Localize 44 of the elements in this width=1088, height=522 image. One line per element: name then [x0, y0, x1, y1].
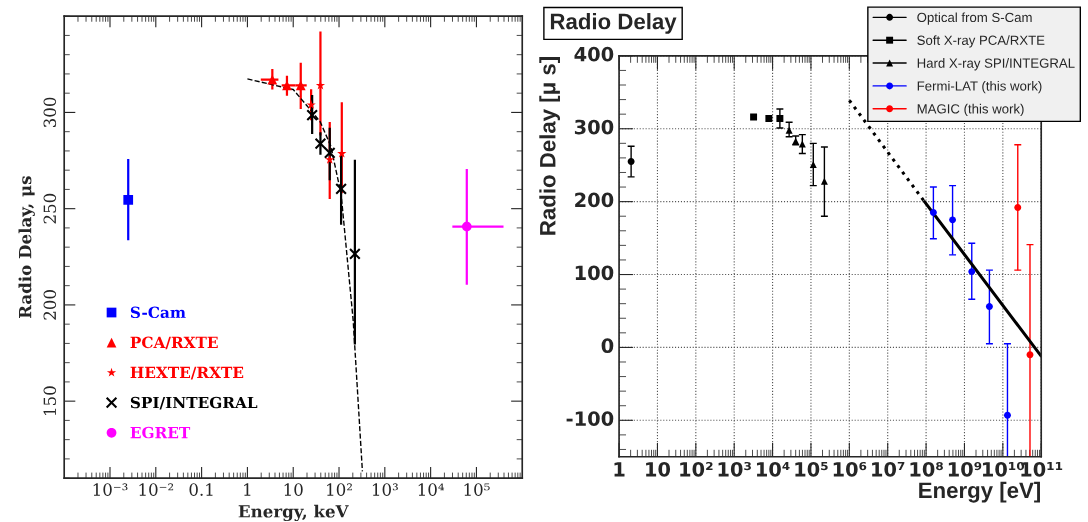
legend-label: Soft X-ray PCA/RXTE [917, 35, 1045, 48]
legend-label: S-Cam [130, 306, 186, 319]
legend-label: Hard X-ray SPI/INTEGRAL [917, 58, 1075, 71]
y-tick-label: 0 [601, 338, 614, 354]
legend-label: MAGIC (this work) [917, 103, 1024, 117]
x-tick-label: 10⁶ [833, 461, 867, 477]
y-tick-label: 200 [43, 290, 57, 320]
x-tick-label: 10⁷ [872, 461, 905, 477]
x-tick-label: 10² [680, 461, 713, 477]
x-axis-title: Energy, keV [238, 504, 349, 522]
x-tick-label: 10³ [718, 461, 751, 477]
y-tick-label: 300 [43, 97, 57, 128]
x-tick-label: 1 [614, 462, 625, 477]
x-tick-label: 10⁻² [139, 483, 174, 496]
legend-label: EGRET [130, 426, 191, 439]
x-axis-title: Energy [eV] [919, 481, 1040, 503]
y-tick-label: 250 [43, 193, 57, 224]
x-tick-label: 10⁴ [418, 483, 445, 496]
y-tick-label: 100 [575, 265, 614, 281]
x-tick-label: 10⁸ [910, 461, 943, 477]
x-tick-label: 1 [244, 483, 251, 496]
x-tick-label: 10⁴ [756, 461, 790, 477]
x-tick-label: 10⁹ [948, 461, 982, 477]
legend-label: Optical from S-Cam [917, 12, 1032, 25]
x-tick-label: 10² [327, 483, 352, 496]
x-tick-label: 10⁵ [464, 483, 490, 496]
chart-title: Radio Delay [550, 13, 677, 34]
x-tick-label: 10 [646, 461, 671, 477]
legend-label: Fermi-LAT (this work) [917, 80, 1042, 94]
x-tick-label: 10 [284, 483, 303, 496]
x-tick-label: 10³ [372, 483, 398, 496]
y-tick-label: 400 [574, 46, 614, 62]
y-tick-label: 300 [574, 119, 614, 135]
y-axis-title: Radio Delay, μs [18, 176, 35, 319]
x-tick-label: 10⁵ [795, 461, 828, 477]
x-tick-label: 10⁻³ [93, 483, 128, 496]
y-axis-title: Radio Delay [μ s] [539, 57, 560, 235]
legend-label: SPI/INTEGRAL [130, 396, 258, 410]
x-tick-label: 0.1 [189, 483, 213, 496]
legend-label: HEXTE/RXTE [130, 366, 244, 380]
legend-label: PCA/RXTE [130, 336, 218, 350]
y-tick-label: -100 [566, 411, 614, 426]
y-tick-label: 200 [575, 192, 614, 208]
y-tick-label: 150 [43, 386, 57, 416]
